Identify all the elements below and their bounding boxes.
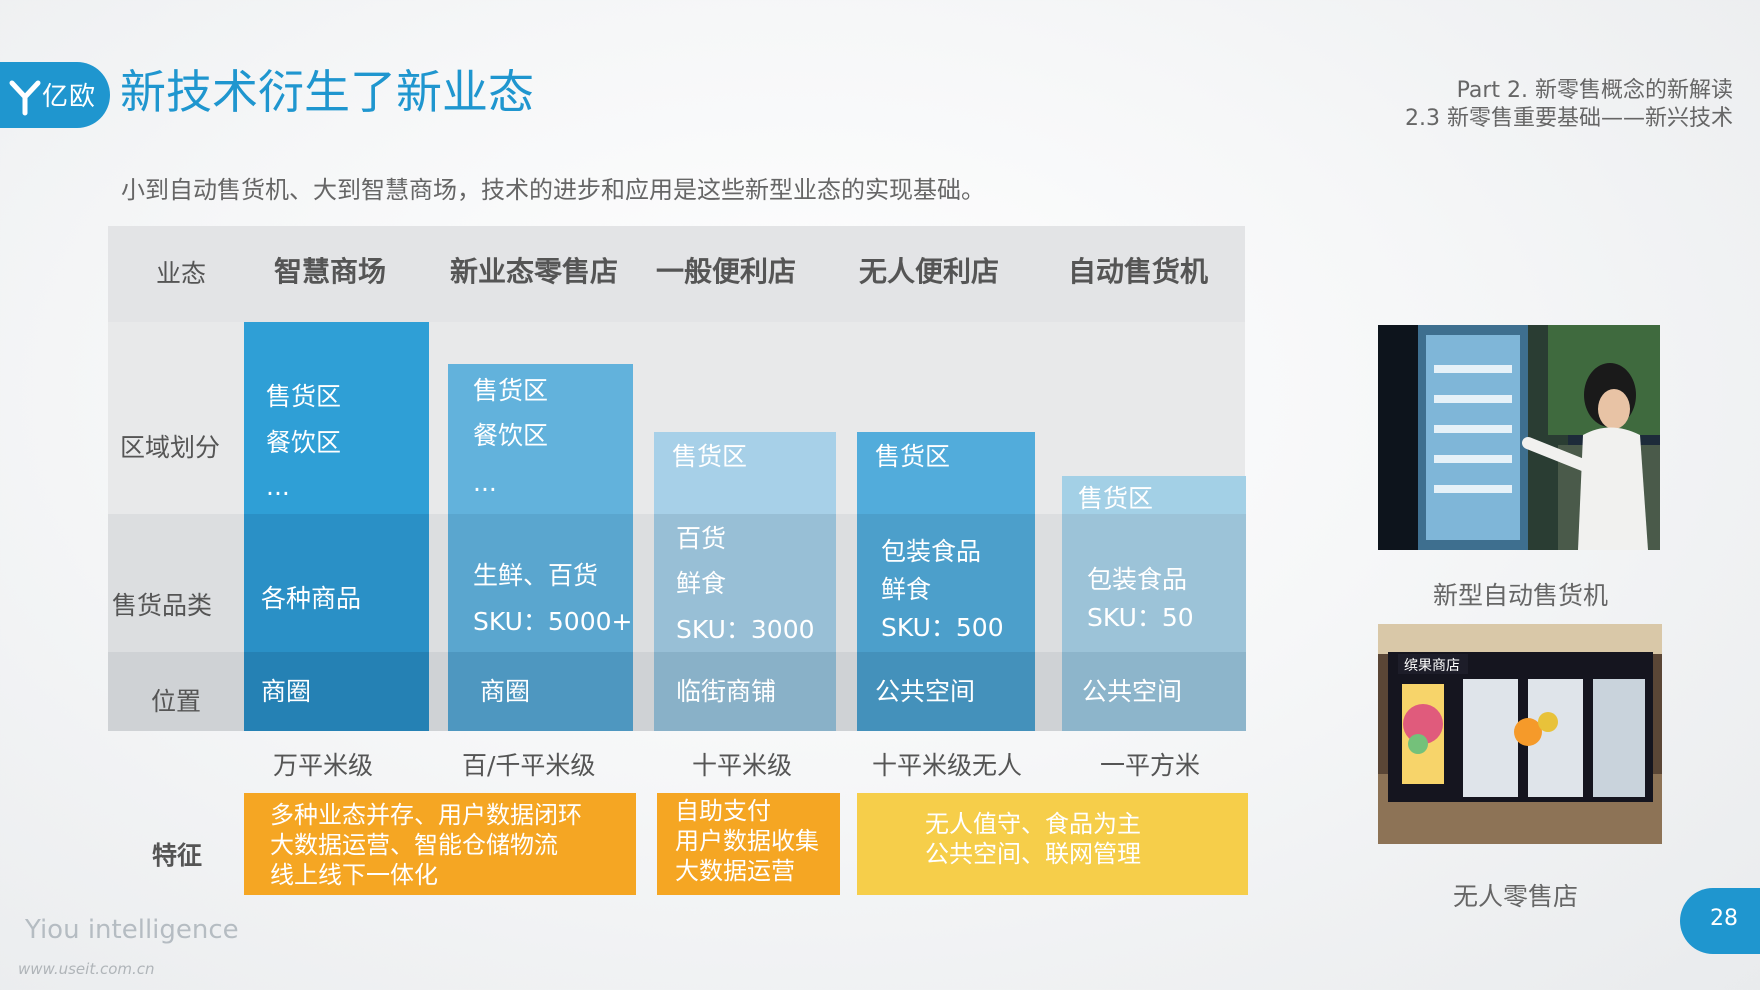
column-bar-convenience-store: 售货区 百货 鲜食 SKU：3000 临街商铺 bbox=[654, 432, 836, 731]
subtitle: 小到自动售货机、大到智慧商场，技术的进步和应用是这些新型业态的实现基础。 bbox=[121, 176, 985, 204]
feature-box: 自助支付 用户数据收集 大数据运营 bbox=[657, 793, 840, 895]
location-text: 临街商铺 bbox=[676, 677, 777, 706]
location-text: 公共空间 bbox=[1082, 677, 1183, 706]
column-bar-vending-machine: 售货区 包装食品 SKU：50 公共空间 bbox=[1062, 476, 1246, 731]
region-cell bbox=[448, 364, 633, 514]
goods-cell bbox=[654, 514, 836, 652]
feature-line: 无人值守、食品为主 bbox=[925, 810, 1141, 838]
goods-item: SKU：5000+ bbox=[473, 607, 633, 636]
yiou-logo: 亿欧 bbox=[8, 76, 104, 116]
location-text: 商圈 bbox=[261, 677, 312, 706]
feature-line: 公共空间、联网管理 bbox=[925, 840, 1141, 868]
goods-item: 生鲜、百货 bbox=[473, 561, 599, 590]
row-label-location: 位置 bbox=[151, 687, 202, 716]
location-cell bbox=[654, 652, 836, 731]
goods-cell bbox=[448, 514, 633, 652]
feature-line: 线上线下一体化 bbox=[270, 861, 438, 889]
location-cell bbox=[244, 652, 429, 731]
region-item: 售货区 bbox=[672, 442, 748, 471]
goods-item: 包装食品 bbox=[881, 537, 982, 566]
header-label: 业态 bbox=[156, 259, 207, 288]
column-header: 一般便利店 bbox=[656, 255, 797, 288]
region-cell bbox=[654, 432, 836, 514]
goods-cell bbox=[857, 514, 1035, 652]
location-cell bbox=[857, 652, 1035, 731]
goods-cell bbox=[244, 514, 429, 652]
location-cell bbox=[448, 652, 633, 731]
region-item: ... bbox=[473, 468, 497, 497]
logo-tab bbox=[0, 62, 110, 128]
part-label: Part 2. 新零售概念的新解读 bbox=[1456, 78, 1733, 103]
yiou-logo-icon bbox=[9, 80, 41, 116]
region-item: 售货区 bbox=[1078, 484, 1154, 513]
column-header: 自动售货机 bbox=[1068, 255, 1209, 288]
row-label-feature: 特征 bbox=[152, 841, 203, 870]
feature-box: 无人值守、食品为主 公共空间、联网管理 bbox=[857, 793, 1248, 895]
row-label-region: 区域划分 bbox=[120, 433, 221, 462]
region-cell bbox=[857, 432, 1035, 514]
region-item: 餐饮区 bbox=[473, 421, 549, 450]
column-bar-new-retail-store: 售货区 餐饮区 ... 生鲜、百货 SKU：5000+ 商圈 bbox=[448, 364, 633, 731]
table-header-band bbox=[108, 226, 1245, 322]
size-text: 万平米级 bbox=[273, 751, 374, 780]
column-bar-smart-mall: 售货区 餐饮区 ... 各种商品 商圈 bbox=[244, 322, 429, 731]
goods-item: SKU：500 bbox=[881, 613, 1004, 642]
column-header: 新业态零售店 bbox=[450, 255, 619, 288]
location-cell bbox=[1062, 652, 1246, 731]
goods-item: 各种商品 bbox=[261, 584, 362, 613]
region-item: 售货区 bbox=[875, 442, 951, 471]
footer-url: www.useit.com.cn bbox=[18, 960, 155, 978]
goods-item: 百货 bbox=[676, 524, 727, 553]
photo-caption: 新型自动售货机 bbox=[1433, 581, 1609, 610]
feature-line: 多种业态并存、用户数据闭环 bbox=[270, 801, 582, 829]
page-number: 28 bbox=[1710, 906, 1738, 931]
feature-box: 多种业态并存、用户数据闭环 大数据运营、智能仓储物流 线上线下一体化 bbox=[244, 793, 636, 895]
goods-cell bbox=[1062, 514, 1246, 652]
column-header: 无人便利店 bbox=[859, 255, 1000, 288]
region-item: ... bbox=[266, 472, 290, 501]
region-item: 餐饮区 bbox=[266, 428, 342, 457]
region-item: 售货区 bbox=[266, 382, 342, 411]
feature-line: 大数据运营、智能仓储物流 bbox=[270, 831, 558, 859]
row-label-goods: 售货品类 bbox=[112, 591, 213, 620]
unmanned-store-photo: 缤果商店 bbox=[1378, 624, 1662, 844]
region-cell bbox=[244, 322, 429, 514]
goods-item: SKU：3000 bbox=[676, 615, 815, 644]
page-title: 新技术衍生了新业态 bbox=[120, 65, 534, 119]
column-header: 智慧商场 bbox=[274, 255, 387, 288]
section-label: 2.3 新零售重要基础——新兴技术 bbox=[1405, 106, 1733, 131]
size-text: 十平米级 bbox=[692, 751, 793, 780]
vending-machine-photo bbox=[1378, 325, 1660, 550]
column-bar-unmanned-store: 售货区 包装食品 鲜食 SKU：500 公共空间 bbox=[857, 432, 1035, 731]
size-text: 百/千平米级 bbox=[462, 751, 596, 780]
footer-brand: Yiou intelligence bbox=[25, 915, 239, 945]
page-number-badge bbox=[1680, 888, 1760, 954]
goods-item: SKU：50 bbox=[1087, 603, 1194, 632]
region-item: 售货区 bbox=[473, 376, 549, 405]
goods-item: 包装食品 bbox=[1087, 565, 1188, 594]
size-text: 十平米级无人 bbox=[872, 751, 1023, 780]
feature-line: 自助支付 bbox=[675, 797, 771, 825]
location-text: 商圈 bbox=[480, 677, 531, 706]
feature-line: 用户数据收集 bbox=[675, 827, 819, 855]
region-cell bbox=[1062, 476, 1246, 514]
location-text: 公共空间 bbox=[875, 677, 976, 706]
goods-item: 鲜食 bbox=[676, 569, 727, 598]
logo-text: 亿欧 bbox=[42, 82, 97, 112]
size-text: 一平方米 bbox=[1100, 751, 1201, 780]
feature-line: 大数据运营 bbox=[675, 857, 795, 885]
photo-caption: 无人零售店 bbox=[1453, 882, 1579, 911]
store-sign-text: 缤果商店 bbox=[1404, 658, 1460, 674]
goods-item: 鲜食 bbox=[881, 575, 932, 604]
